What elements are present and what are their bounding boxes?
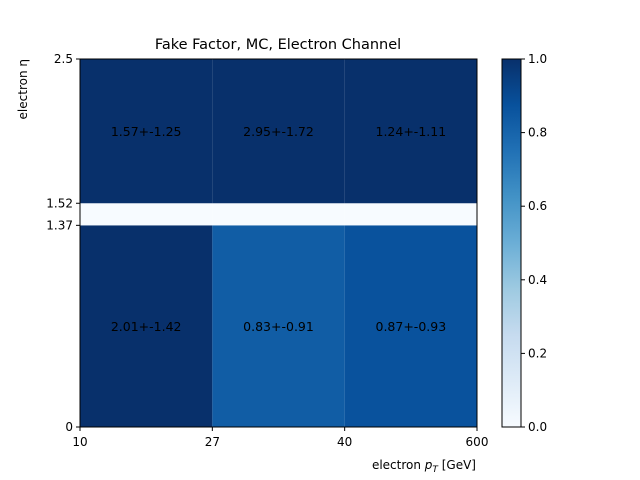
- colorbar-ticks: 0.0 0.2 0.4 0.6 0.8 1.0: [521, 52, 547, 434]
- heatmap-cells: [80, 59, 477, 427]
- colorbar-tick-label: 0.8: [528, 126, 547, 140]
- cell-value-label: 1.24+-1.11: [376, 124, 447, 139]
- heatmap-cell: [344, 225, 477, 427]
- x-tick-label: 600: [466, 435, 489, 449]
- cell-value-label: 2.01+-1.42: [111, 319, 182, 334]
- y-tick-label: 1.52: [46, 196, 73, 210]
- heatmap-cell: [80, 59, 213, 204]
- x-tick-label: 10: [72, 435, 87, 449]
- colorbar-tick-label: 0.4: [528, 273, 547, 287]
- heatmap-cell: [212, 203, 345, 226]
- cell-value-label: 1.57+-1.25: [111, 124, 182, 139]
- heatmap-cell: [344, 59, 477, 204]
- y-tick-label: 1.37: [46, 218, 73, 232]
- colorbar-tick-label: 0.6: [528, 199, 547, 213]
- heatmap-cell: [212, 225, 345, 427]
- y-axis-ticks: 0 1.37 1.52 2.5: [46, 52, 80, 434]
- chart-title: Fake Factor, MC, Electron Channel: [155, 37, 401, 53]
- colorbar: [501, 58, 522, 428]
- heatmap-cell: [212, 59, 345, 204]
- colorbar-tick-label: 0.0: [528, 420, 547, 434]
- colorbar-tick-label: 0.2: [528, 346, 547, 360]
- x-tick-label: 27: [205, 435, 220, 449]
- cell-labels: 2.01+-1.42 0.83+-0.91 0.87+-0.93 1.57+-1.25…: [111, 124, 446, 334]
- y-tick-label: 0: [65, 420, 73, 434]
- cell-value-label: 0.87+-0.93: [376, 319, 447, 334]
- cell-value-label: 0.83+-0.91: [243, 319, 314, 334]
- plot-frame: [79, 58, 478, 428]
- cell-value-label: 2.95+-1.72: [243, 124, 314, 139]
- y-axis-label: electron η: [16, 59, 30, 119]
- x-axis-ticks: 10 27 40 600: [72, 427, 488, 449]
- x-tick-label: 40: [337, 435, 352, 449]
- y-tick-label: 2.5: [54, 52, 73, 66]
- colorbar-tick-label: 1.0: [528, 52, 547, 66]
- heatmap-cell: [80, 203, 213, 226]
- x-axis-label: electron pT [GeV]: [372, 458, 476, 475]
- heatmap-cell: [80, 225, 213, 427]
- heatmap-cell: [344, 203, 477, 226]
